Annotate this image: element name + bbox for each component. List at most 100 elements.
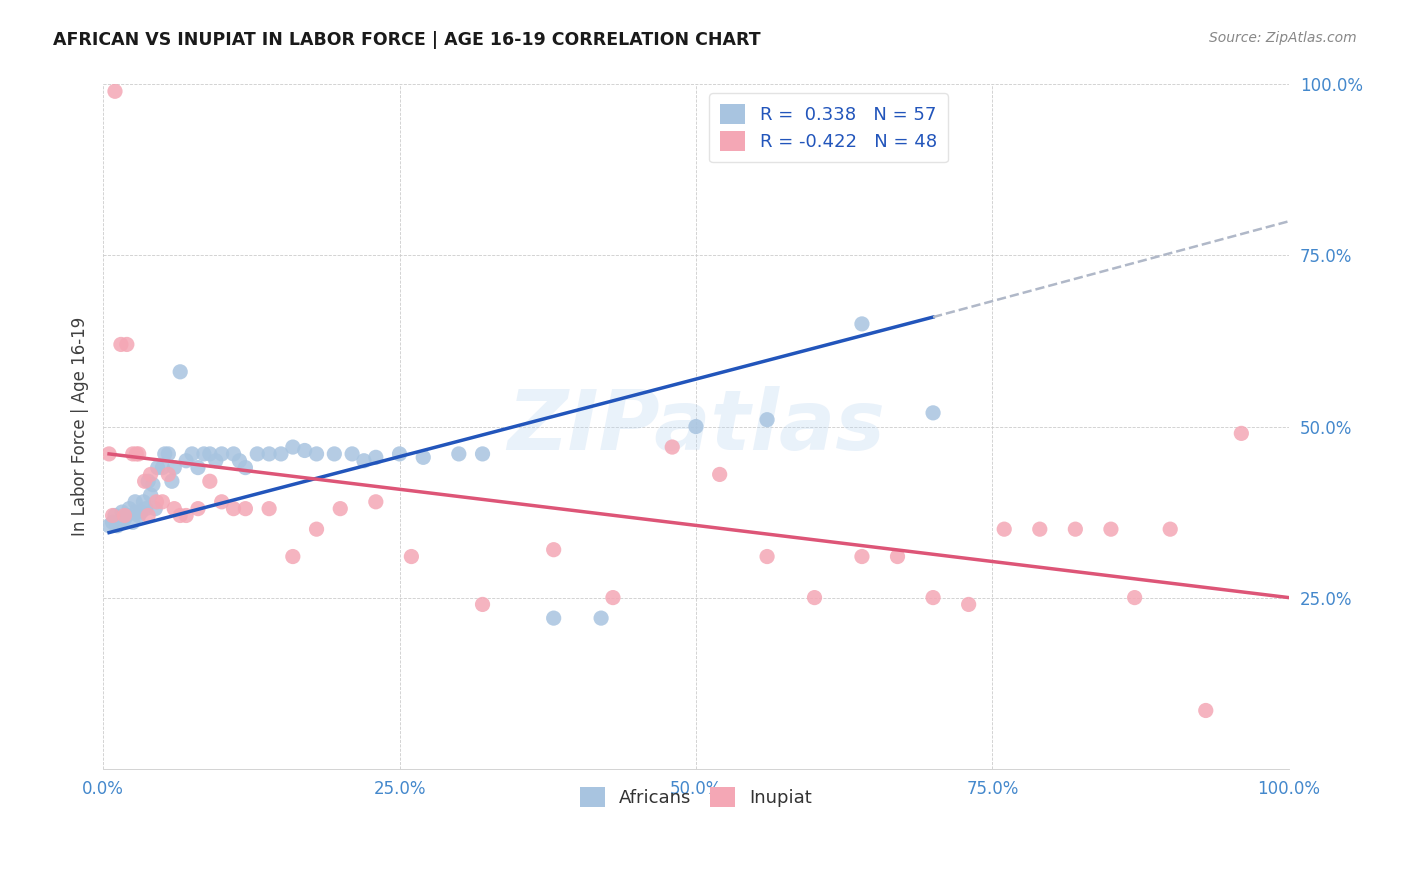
Point bbox=[157, 447, 180, 461]
Point bbox=[105, 518, 128, 533]
Point bbox=[142, 477, 165, 491]
Point bbox=[101, 516, 124, 530]
Point bbox=[121, 447, 143, 461]
Point bbox=[257, 447, 280, 461]
Point bbox=[152, 495, 174, 509]
Point bbox=[364, 495, 387, 509]
Point bbox=[139, 467, 162, 482]
Point bbox=[235, 460, 257, 475]
Point bbox=[281, 440, 304, 454]
Y-axis label: In Labor Force | Age 16-19: In Labor Force | Age 16-19 bbox=[72, 317, 89, 536]
Point bbox=[114, 512, 136, 526]
Point bbox=[128, 447, 150, 461]
Point bbox=[851, 549, 873, 564]
Point bbox=[1159, 522, 1181, 536]
Point bbox=[246, 447, 269, 461]
Point bbox=[157, 467, 180, 482]
Point bbox=[401, 549, 423, 564]
Point bbox=[922, 406, 945, 420]
Point bbox=[121, 516, 143, 530]
Point bbox=[270, 447, 292, 461]
Point bbox=[412, 450, 434, 465]
Text: Source: ZipAtlas.com: Source: ZipAtlas.com bbox=[1209, 31, 1357, 45]
Point bbox=[305, 522, 328, 536]
Point bbox=[222, 501, 245, 516]
Point bbox=[134, 475, 156, 489]
Point bbox=[222, 447, 245, 461]
Point bbox=[340, 447, 363, 461]
Point bbox=[364, 450, 387, 465]
Point bbox=[922, 591, 945, 605]
Point bbox=[181, 447, 204, 461]
Point bbox=[471, 598, 494, 612]
Point bbox=[153, 447, 176, 461]
Point bbox=[198, 475, 221, 489]
Point bbox=[803, 591, 825, 605]
Point bbox=[294, 443, 316, 458]
Point bbox=[160, 475, 183, 489]
Point bbox=[388, 447, 411, 461]
Point bbox=[163, 501, 186, 516]
Point bbox=[125, 505, 148, 519]
Point bbox=[471, 447, 494, 461]
Point bbox=[1099, 522, 1122, 536]
Point bbox=[98, 518, 121, 533]
Point bbox=[111, 505, 134, 519]
Point bbox=[602, 591, 624, 605]
Point bbox=[146, 460, 169, 475]
Point bbox=[211, 495, 233, 509]
Point bbox=[1064, 522, 1087, 536]
Point bbox=[447, 447, 470, 461]
Point bbox=[1123, 591, 1146, 605]
Point bbox=[174, 508, 197, 523]
Point bbox=[353, 454, 375, 468]
Point bbox=[187, 460, 209, 475]
Point bbox=[281, 549, 304, 564]
Point bbox=[1230, 426, 1253, 441]
Point bbox=[163, 460, 186, 475]
Point bbox=[125, 447, 148, 461]
Point bbox=[128, 508, 150, 523]
Point bbox=[104, 508, 127, 523]
Point bbox=[135, 501, 157, 516]
Point bbox=[957, 598, 980, 612]
Point bbox=[756, 549, 779, 564]
Point bbox=[993, 522, 1015, 536]
Text: ZIPatlas: ZIPatlas bbox=[508, 386, 884, 467]
Point bbox=[543, 611, 565, 625]
Point bbox=[204, 454, 226, 468]
Point bbox=[591, 611, 613, 625]
Point bbox=[118, 501, 141, 516]
Text: AFRICAN VS INUPIAT IN LABOR FORCE | AGE 16-19 CORRELATION CHART: AFRICAN VS INUPIAT IN LABOR FORCE | AGE … bbox=[53, 31, 761, 49]
Point bbox=[211, 447, 233, 461]
Point bbox=[132, 495, 155, 509]
Point bbox=[124, 495, 146, 509]
Point bbox=[305, 447, 328, 461]
Point bbox=[174, 454, 197, 468]
Point bbox=[257, 501, 280, 516]
Point bbox=[851, 317, 873, 331]
Point bbox=[169, 365, 191, 379]
Point bbox=[235, 501, 257, 516]
Point bbox=[169, 508, 191, 523]
Point bbox=[101, 508, 124, 523]
Point bbox=[543, 542, 565, 557]
Point bbox=[115, 508, 138, 523]
Point bbox=[756, 413, 779, 427]
Point bbox=[329, 501, 352, 516]
Point bbox=[152, 460, 174, 475]
Point bbox=[193, 447, 215, 461]
Point bbox=[139, 488, 162, 502]
Point bbox=[143, 501, 166, 516]
Point bbox=[98, 447, 121, 461]
Point bbox=[886, 549, 908, 564]
Point bbox=[1195, 704, 1218, 718]
Point bbox=[661, 440, 683, 454]
Point bbox=[115, 337, 138, 351]
Point bbox=[187, 501, 209, 516]
Point bbox=[136, 508, 159, 523]
Point bbox=[228, 454, 250, 468]
Point bbox=[129, 505, 152, 519]
Point bbox=[145, 495, 167, 509]
Point bbox=[685, 419, 707, 434]
